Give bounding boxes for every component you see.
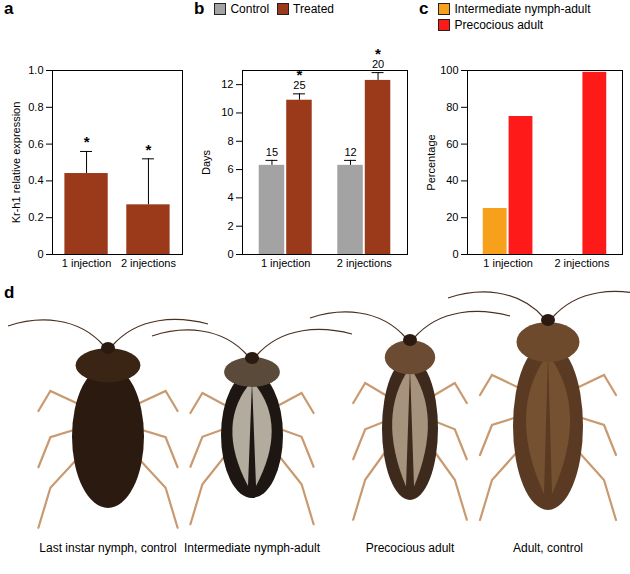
svg-text:8: 8 [227, 135, 233, 147]
svg-text:*: * [297, 66, 303, 83]
svg-text:0.8: 0.8 [28, 101, 43, 113]
svg-text:0: 0 [452, 248, 458, 260]
html-text:Control: Control [230, 2, 270, 16]
svg-text:6: 6 [227, 163, 233, 175]
svg-text:*: * [375, 45, 381, 62]
html-text:a: a [4, 0, 14, 18]
svg-text:20: 20 [446, 211, 458, 223]
html-text:Treated: Treated [293, 2, 334, 16]
svg-text:20: 20 [371, 58, 385, 71]
html-text:Precocious adult: Precocious adult [454, 18, 544, 32]
svg-text:15: 15 [266, 146, 278, 158]
svg-text:Intermediate nymph-adult: Intermediate nymph-adult [184, 541, 321, 555]
svg-text:40: 40 [446, 174, 458, 186]
svg-text:Percentage: Percentage [425, 134, 437, 190]
svg-text:0: 0 [227, 248, 233, 260]
svg-text:1 injection: 1 injection [261, 257, 311, 269]
svg-text:80: 80 [446, 101, 458, 113]
svg-text:1.0: 1.0 [28, 64, 43, 76]
svg-text:1 injection: 1 injection [62, 257, 112, 269]
html-text:b: b [194, 0, 205, 18]
svg-text:0.6: 0.6 [28, 138, 43, 150]
svg-text:2: 2 [227, 220, 233, 232]
svg-text:Adult, control: Adult, control [513, 541, 583, 555]
svg-text:2 injections: 2 injections [554, 257, 610, 269]
svg-text:2 injections: 2 injections [337, 257, 393, 269]
svg-text:60: 60 [446, 138, 458, 150]
svg-text:d: d [4, 283, 14, 302]
svg-text:1 injection: 1 injection [483, 257, 533, 269]
svg-text:12: 12 [344, 146, 356, 158]
svg-text:100: 100 [440, 64, 458, 76]
svg-text:10: 10 [221, 106, 233, 118]
svg-text:0.4: 0.4 [28, 174, 43, 186]
svg-text:*: * [84, 133, 90, 150]
svg-text:Last instar nymph, control: Last instar nymph, control [39, 541, 176, 555]
svg-text:4: 4 [227, 191, 233, 203]
svg-text:12: 12 [221, 78, 233, 90]
svg-text:*: * [146, 141, 152, 158]
svg-text:2 injections: 2 injections [121, 257, 177, 269]
svg-text:0: 0 [37, 248, 43, 260]
svg-text:Days: Days [200, 149, 212, 175]
svg-text:Kr-h1 relative expression: Kr-h1 relative expression [10, 102, 22, 224]
svg-text:25: 25 [293, 79, 306, 92]
svg-text:Precocious adult: Precocious adult [366, 541, 455, 555]
html-text:c: c [419, 0, 429, 18]
html-text:Intermediate nymph-adult: Intermediate nymph-adult [454, 2, 591, 16]
svg-text:0.2: 0.2 [28, 211, 43, 223]
